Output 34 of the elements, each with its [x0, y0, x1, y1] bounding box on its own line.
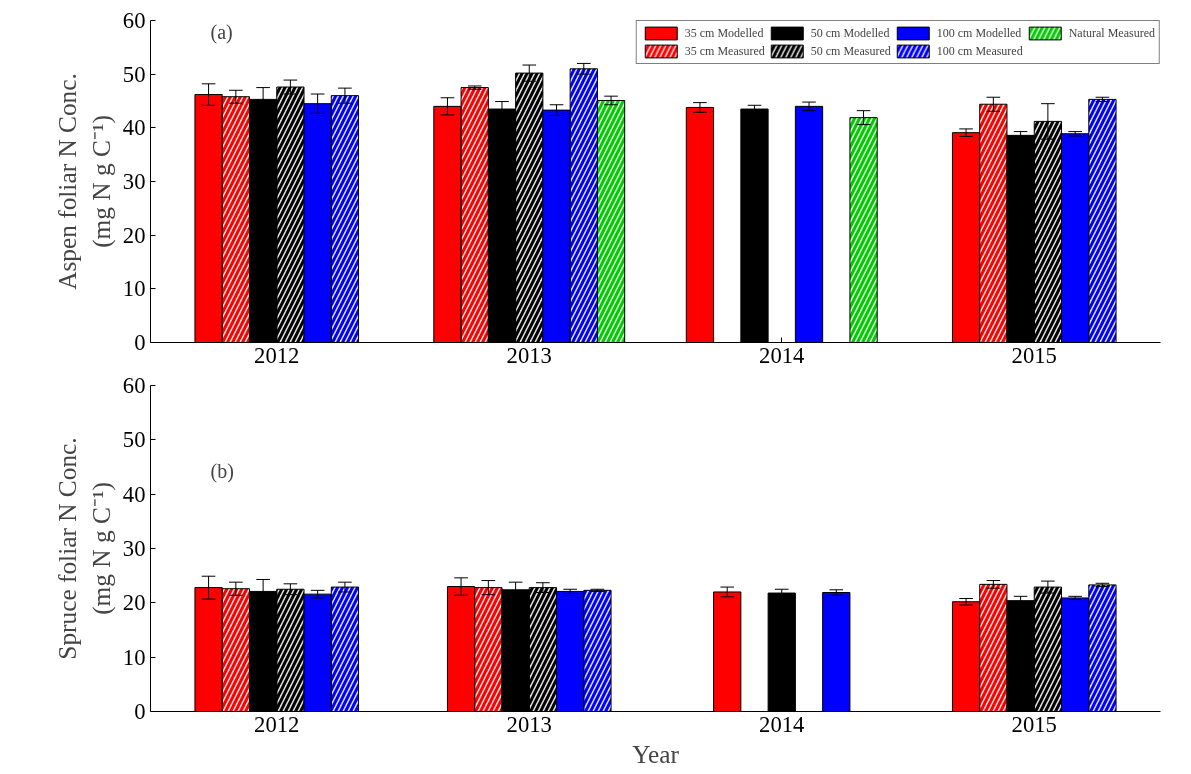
legend-label: 100 cm Measured [936, 43, 1023, 59]
y-tick-label: 30 [122, 536, 146, 561]
x-axis-title: Year [632, 739, 680, 768]
y-tick-label: 0 [134, 330, 146, 355]
x-tick-label: 2012 [254, 711, 300, 737]
y-tick-label: 50 [122, 61, 146, 87]
x-tick-label: 2012 [254, 342, 300, 368]
x-tick-label: 2013 [506, 711, 552, 737]
x-tick-label: 2015 [1011, 711, 1057, 737]
legend-label: 50 cm Measured [810, 43, 891, 59]
y-tick-label: 40 [122, 481, 146, 507]
y-tick-label: 50 [122, 427, 146, 453]
y-tick-label: 20 [122, 590, 146, 616]
y-tick-label: 40 [122, 115, 146, 141]
x-tick-label: 2013 [506, 342, 552, 368]
x-tick-label: 2014 [759, 342, 805, 368]
y-tick-label: 10 [122, 644, 146, 670]
x-tick-label: 2014 [759, 711, 805, 737]
legend-label: 100 cm Modelled [936, 25, 1022, 41]
annotation: (b) [210, 459, 234, 483]
y-tick-label: 30 [122, 169, 146, 194]
y-tick-label: 0 [134, 699, 146, 724]
legend-label: 35 cm Measured [684, 43, 765, 59]
legend-label: Natural Measured [1068, 25, 1155, 41]
y-axis-title: Aspen foliar N Conc. (mg N g C⁻¹) [53, 73, 116, 290]
legend-label: 35 cm Modelled [684, 25, 764, 41]
y-tick-label: 60 [122, 8, 146, 33]
annotation: (a) [210, 20, 233, 44]
y-axis-title: Spruce foliar N Conc. (mg N g C⁻¹) [53, 437, 116, 660]
y-tick-label: 60 [122, 373, 146, 398]
x-tick-label: 2015 [1011, 342, 1057, 368]
y-tick-label: 20 [122, 222, 146, 248]
y-tick-label: 10 [122, 276, 146, 302]
legend-label: 50 cm Modelled [810, 25, 890, 41]
